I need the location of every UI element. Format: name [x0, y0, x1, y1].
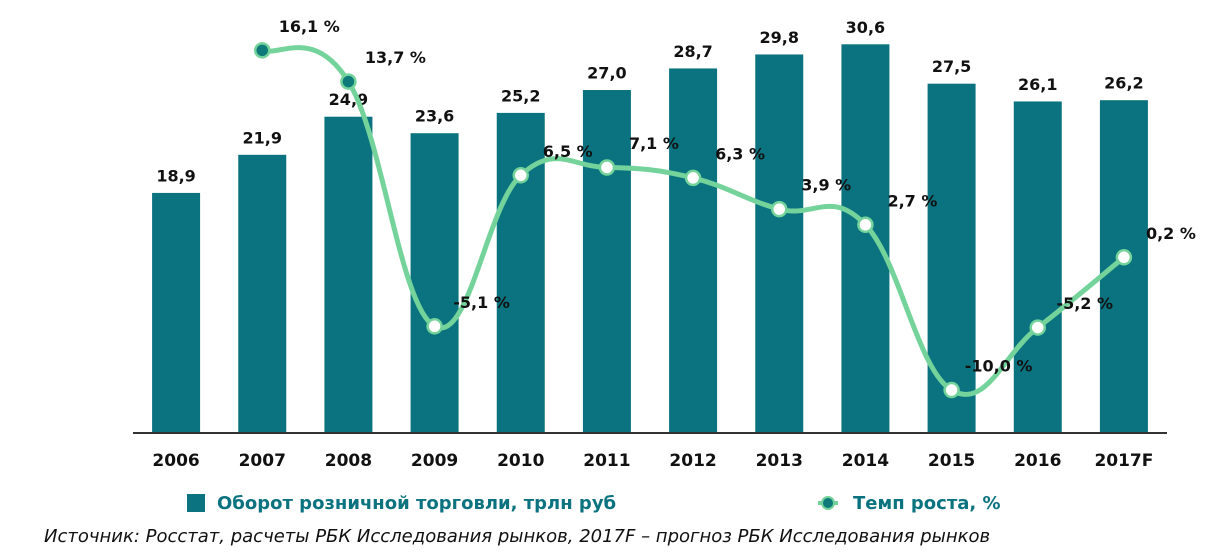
x-tick-label: 2014 — [842, 451, 889, 471]
bar — [1013, 101, 1062, 433]
line-marker — [1029, 319, 1046, 336]
bar — [841, 44, 890, 433]
line-marker — [426, 318, 443, 335]
line-marker — [598, 159, 616, 176]
line-marker — [943, 381, 960, 399]
line-marker — [340, 73, 357, 90]
bar-label: 26,1 — [1018, 75, 1057, 94]
bar — [1099, 100, 1148, 434]
x-tick-label: 2013 — [756, 451, 803, 471]
bar-label: 29,8 — [760, 28, 799, 47]
legend-swatch — [821, 496, 835, 510]
bar — [755, 54, 804, 433]
x-tick-label: 2011 — [583, 451, 630, 471]
bar-label: 27,5 — [932, 57, 971, 76]
bar-label: 28,7 — [673, 42, 712, 61]
x-tick-label: 2007 — [239, 451, 286, 471]
line-marker — [771, 200, 788, 218]
line-label: 16,1 % — [279, 17, 340, 36]
bar-label: 21,9 — [243, 128, 282, 147]
x-tick-label: 2008 — [325, 451, 372, 471]
legend-label: Темп роста, % — [853, 493, 1001, 514]
line-label: -5,2 % — [1056, 294, 1113, 313]
line-label: 2,7 % — [887, 191, 937, 210]
line-label: 0,2 % — [1146, 224, 1196, 243]
bar — [582, 90, 631, 433]
bar-label: 27,0 — [587, 64, 626, 83]
line-marker — [857, 216, 874, 234]
line-marker — [512, 167, 529, 184]
line-label: -10,0 % — [965, 357, 1033, 376]
line-label: -5,1 % — [453, 293, 510, 312]
bar — [927, 83, 976, 434]
source: Источник: Росстат, расчеты РБК Исследова… — [44, 526, 990, 547]
line-marker — [1115, 249, 1133, 266]
line-label: 6,5 % — [543, 142, 593, 161]
line-label: 7,1 % — [629, 134, 679, 153]
line-marker — [254, 42, 271, 59]
bar — [669, 68, 718, 433]
x-tick-label: 2009 — [411, 451, 458, 471]
x-tick-label: 2010 — [497, 451, 544, 471]
x-tick-label: 2006 — [152, 451, 199, 471]
x-tick-label: 2017F — [1094, 451, 1153, 471]
bar — [410, 133, 459, 433]
line-label: 3,9 % — [801, 176, 851, 195]
bar-label: 25,2 — [501, 86, 540, 105]
bar — [324, 116, 373, 434]
x-tick-label: 2015 — [928, 451, 975, 471]
bar-label: 23,6 — [415, 107, 454, 126]
x-tick-label: 2012 — [669, 451, 716, 471]
line-label: 6,3 % — [715, 144, 765, 163]
line-marker — [684, 169, 702, 187]
bar-label: 26,2 — [1104, 74, 1143, 93]
bar-label: 18,9 — [156, 166, 195, 185]
line — [261, 45, 1126, 397]
legend-label: Оборот розничной торговли, трлн руб — [217, 493, 616, 514]
bar-label: 30,6 — [846, 18, 885, 37]
legend-swatch — [187, 494, 205, 512]
bar — [152, 192, 201, 433]
line-label: 13,7 % — [365, 48, 426, 67]
x-tick-label: 2016 — [1014, 451, 1061, 471]
bar — [238, 154, 287, 434]
